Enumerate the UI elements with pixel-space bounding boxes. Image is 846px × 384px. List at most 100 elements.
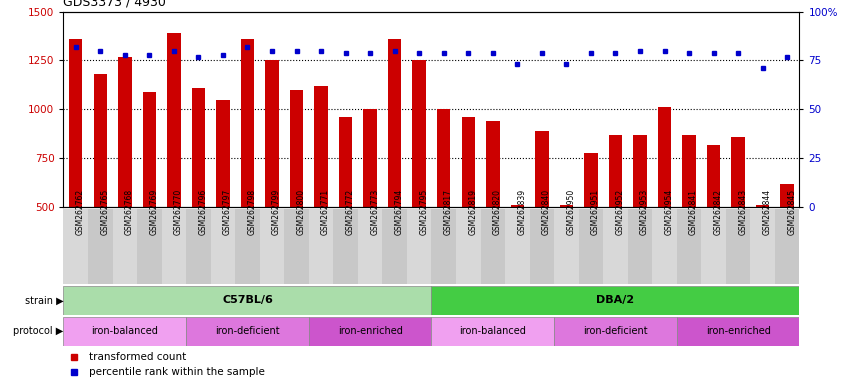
Bar <box>235 209 260 284</box>
Text: GSM262762: GSM262762 <box>75 189 85 235</box>
Text: GSM262771: GSM262771 <box>321 189 330 235</box>
Bar <box>658 108 671 207</box>
Text: GSM262795: GSM262795 <box>419 189 428 235</box>
Text: GSM262772: GSM262772 <box>345 189 354 235</box>
Bar <box>677 209 701 284</box>
Bar <box>683 135 695 207</box>
Bar <box>88 209 113 284</box>
Bar <box>94 74 107 207</box>
Text: percentile rank within the sample: percentile rank within the sample <box>89 367 265 377</box>
Text: GSM262820: GSM262820 <box>492 189 502 235</box>
Text: GSM262842: GSM262842 <box>713 189 722 235</box>
Bar <box>726 209 750 284</box>
Bar <box>266 60 278 207</box>
Text: GSM262839: GSM262839 <box>517 189 526 235</box>
Text: GSM262817: GSM262817 <box>443 189 453 235</box>
Text: GSM262840: GSM262840 <box>541 189 551 235</box>
Bar <box>628 209 652 284</box>
Bar <box>69 39 82 207</box>
Bar <box>707 145 720 207</box>
Bar <box>315 86 327 207</box>
Bar <box>750 209 775 284</box>
Text: GSM262800: GSM262800 <box>296 189 305 235</box>
Text: GSM262952: GSM262952 <box>615 189 624 235</box>
Text: GSM262950: GSM262950 <box>566 189 575 235</box>
Bar <box>609 135 622 207</box>
Bar <box>603 209 628 284</box>
Bar <box>554 209 579 284</box>
Text: GSM262954: GSM262954 <box>664 189 673 235</box>
Bar <box>781 184 794 207</box>
Bar <box>118 56 131 207</box>
Bar <box>456 209 481 284</box>
Text: GSM262819: GSM262819 <box>468 189 477 235</box>
Text: GSM262844: GSM262844 <box>762 189 772 235</box>
Bar <box>536 131 548 207</box>
Text: DBA/2: DBA/2 <box>596 295 634 306</box>
Bar <box>732 137 744 207</box>
Text: iron-deficient: iron-deficient <box>583 326 648 336</box>
Bar <box>554 317 677 346</box>
Text: GDS3373 / 4930: GDS3373 / 4930 <box>63 0 167 9</box>
Bar <box>113 209 137 284</box>
Bar <box>634 135 646 207</box>
Text: GSM262843: GSM262843 <box>738 189 747 235</box>
Text: transformed count: transformed count <box>89 352 186 362</box>
Bar <box>677 317 799 346</box>
Text: iron-balanced: iron-balanced <box>91 326 158 336</box>
Bar <box>382 209 407 284</box>
Text: C57BL/6: C57BL/6 <box>222 295 273 306</box>
Bar <box>364 109 376 207</box>
Text: strain ▶: strain ▶ <box>25 295 63 306</box>
Text: protocol ▶: protocol ▶ <box>14 326 63 336</box>
Text: iron-deficient: iron-deficient <box>215 326 280 336</box>
Bar <box>162 209 186 284</box>
Bar <box>481 209 505 284</box>
Bar <box>579 209 603 284</box>
Bar <box>431 286 799 315</box>
Bar <box>137 209 162 284</box>
Bar <box>431 209 456 284</box>
Text: GSM262797: GSM262797 <box>222 189 232 235</box>
Bar <box>511 205 524 207</box>
Bar <box>775 209 799 284</box>
Text: GSM262953: GSM262953 <box>640 189 649 235</box>
Bar <box>241 39 254 207</box>
Bar <box>63 317 186 346</box>
Bar <box>652 209 677 284</box>
Bar <box>701 209 726 284</box>
Text: iron-enriched: iron-enriched <box>706 326 771 336</box>
Bar <box>413 60 426 207</box>
Text: GSM262799: GSM262799 <box>272 189 281 235</box>
Bar <box>143 92 156 207</box>
Text: GSM262841: GSM262841 <box>689 189 698 235</box>
Text: GSM262951: GSM262951 <box>591 189 600 235</box>
Bar <box>505 209 530 284</box>
Bar <box>63 286 431 315</box>
Bar <box>186 209 211 284</box>
Bar <box>407 209 431 284</box>
Bar <box>530 209 554 284</box>
Bar <box>560 205 573 207</box>
Bar <box>168 33 180 207</box>
Bar <box>217 99 229 207</box>
Bar <box>333 209 358 284</box>
Text: GSM262796: GSM262796 <box>198 189 207 235</box>
Bar <box>63 209 88 284</box>
Text: GSM262798: GSM262798 <box>247 189 256 235</box>
Bar <box>462 117 475 207</box>
Bar <box>192 88 205 207</box>
Bar <box>486 121 499 207</box>
Text: GSM262770: GSM262770 <box>173 189 183 235</box>
Text: iron-enriched: iron-enriched <box>338 326 403 336</box>
Text: GSM262773: GSM262773 <box>370 189 379 235</box>
Bar <box>211 209 235 284</box>
Bar <box>309 209 333 284</box>
Bar <box>585 152 597 207</box>
Bar <box>437 109 450 207</box>
Text: GSM262845: GSM262845 <box>787 189 796 235</box>
Bar <box>756 205 769 207</box>
Bar <box>339 117 352 207</box>
Text: GSM262769: GSM262769 <box>149 189 158 235</box>
Text: GSM262768: GSM262768 <box>124 189 134 235</box>
